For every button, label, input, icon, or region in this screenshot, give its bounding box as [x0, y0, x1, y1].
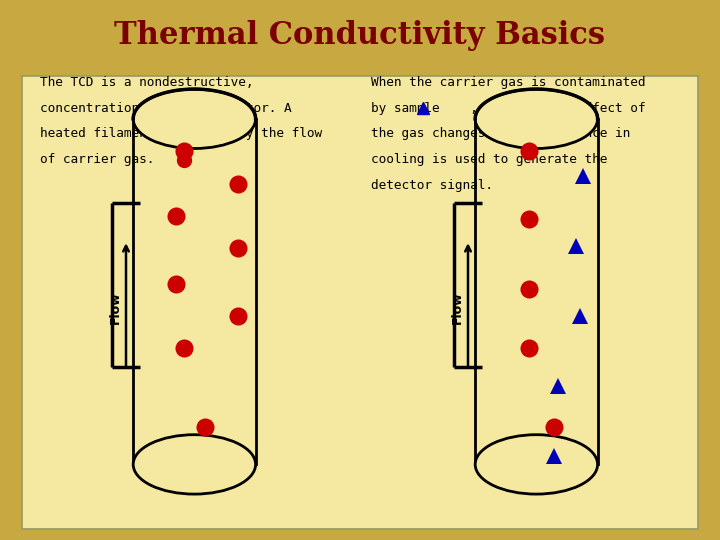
Text: of carrier gas.: of carrier gas. [40, 153, 154, 166]
Text: Flow: Flow [451, 292, 464, 324]
Text: The TCD is a nondestructive,: The TCD is a nondestructive, [40, 76, 253, 89]
Text: the gas changes. The difference in: the gas changes. The difference in [371, 127, 630, 140]
Bar [133, 119, 256, 464]
Text: concentration sensing detector. A: concentration sensing detector. A [40, 102, 291, 114]
Text: detector signal.: detector signal. [371, 179, 492, 192]
Text: When the carrier gas is contaminated: When the carrier gas is contaminated [371, 76, 645, 89]
Ellipse shape [475, 89, 598, 148]
Text: by sample    , the cooling effect of: by sample , the cooling effect of [371, 102, 645, 114]
Text: heated filament is cooled by the flow: heated filament is cooled by the flow [40, 127, 322, 140]
Ellipse shape [133, 435, 256, 494]
Text: Thermal Conductivity Basics: Thermal Conductivity Basics [114, 19, 606, 51]
FancyBboxPatch shape [22, 76, 698, 529]
Bar [475, 119, 598, 464]
Ellipse shape [475, 435, 598, 494]
Text: cooling is used to generate the: cooling is used to generate the [371, 153, 607, 166]
Text: Flow: Flow [109, 292, 122, 324]
Ellipse shape [133, 89, 256, 148]
